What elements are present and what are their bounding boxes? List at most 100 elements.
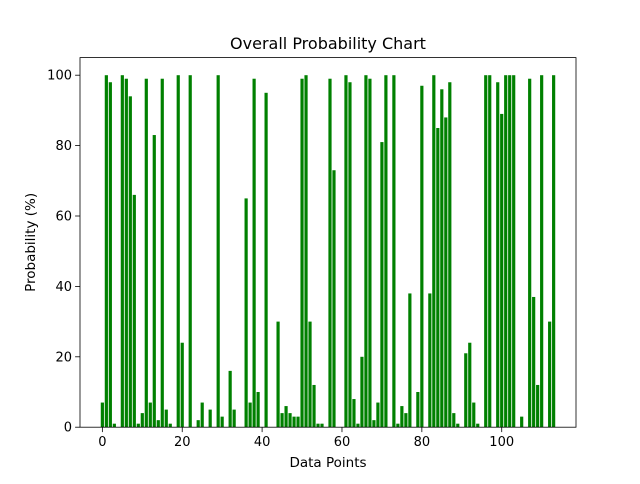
bar-86: [444, 117, 448, 428]
bar-46: [284, 406, 288, 428]
x-axis-ticks: 0 20 40 60 80 100: [98, 427, 514, 450]
bar-49: [296, 416, 300, 428]
bar-93: [472, 402, 476, 428]
bar-79: [416, 392, 420, 428]
bar-51: [304, 75, 308, 428]
x-tick-label-100: 100: [489, 435, 514, 450]
bar-36: [244, 198, 248, 428]
bar-77: [408, 293, 412, 428]
bar-63: [352, 399, 356, 428]
bar-16: [164, 409, 168, 428]
bar-39: [256, 392, 260, 428]
bar-20: [180, 342, 184, 428]
bar-80: [420, 85, 424, 428]
bars-layer: [100, 75, 556, 428]
bar-100: [500, 113, 504, 428]
bar-24: [196, 420, 200, 428]
bar-83: [432, 75, 436, 428]
bar-54: [316, 423, 320, 428]
bar-3: [112, 423, 116, 428]
bar-13: [152, 135, 156, 428]
bar-38: [252, 78, 256, 428]
bar-88: [452, 413, 456, 428]
chart-title: Overall Probability Chart: [230, 34, 426, 53]
bar-22: [188, 75, 192, 428]
bar-62: [348, 82, 352, 428]
bar-11: [144, 78, 148, 428]
bar-64: [356, 423, 360, 428]
bar-66: [364, 75, 368, 428]
x-axis-label: Data Points: [289, 455, 366, 471]
bar-14: [156, 420, 160, 428]
bar-113: [552, 75, 556, 428]
bar-7: [128, 96, 132, 428]
bar-101: [504, 75, 508, 428]
bar-84: [436, 128, 440, 428]
bar-5: [120, 75, 124, 428]
bar-41: [264, 92, 268, 428]
bar-53: [312, 384, 316, 428]
bar-29: [216, 75, 220, 428]
bar-103: [512, 75, 516, 428]
bar-30: [220, 416, 224, 428]
bar-8: [132, 194, 136, 428]
y-tick-label-100: 100: [47, 69, 72, 84]
bar-75: [400, 406, 404, 428]
bar-71: [384, 75, 388, 428]
bar-32: [228, 370, 232, 428]
x-tick-label-60: 60: [334, 435, 351, 450]
x-tick-label-20: 20: [174, 435, 191, 450]
bar-9: [136, 423, 140, 428]
bar-45: [280, 413, 284, 428]
bar-19: [176, 75, 180, 428]
bar-50: [300, 78, 304, 428]
bar-110: [540, 75, 544, 428]
bar-91: [464, 353, 468, 428]
bar-67: [368, 78, 372, 428]
y-axis-ticks: 0 20 40 60 80 100: [47, 69, 80, 436]
bar-105: [520, 416, 524, 428]
bar-108: [532, 296, 536, 428]
bar-68: [372, 420, 376, 428]
bar-44: [276, 321, 280, 428]
bar-55: [320, 423, 324, 428]
bar-109: [536, 384, 540, 428]
bar-1: [104, 75, 108, 428]
bar-12: [148, 402, 152, 428]
bar-48: [292, 416, 296, 428]
bar-0: [100, 402, 104, 428]
bar-33: [232, 409, 236, 428]
bar-89: [456, 423, 460, 428]
bar-70: [380, 142, 384, 428]
bar-99: [496, 82, 500, 428]
bar-25: [200, 402, 204, 428]
axes-frame: [79, 57, 577, 428]
bar-37: [248, 402, 252, 428]
bar-52: [308, 321, 312, 428]
y-tick-label-80: 80: [55, 139, 72, 154]
bar-102: [508, 75, 512, 428]
bar-92: [468, 342, 472, 428]
bar-85: [440, 89, 444, 428]
x-tick-label-80: 80: [414, 435, 431, 450]
bar-61: [344, 75, 348, 428]
y-tick-label-60: 60: [55, 210, 72, 225]
bar-97: [488, 75, 492, 428]
bar-10: [140, 413, 144, 428]
bar-82: [428, 293, 432, 428]
bar-27: [208, 409, 212, 428]
bar-96: [484, 75, 488, 428]
y-tick-label-20: 20: [55, 350, 72, 365]
bar-47: [288, 413, 292, 428]
bar-87: [448, 82, 452, 428]
bar-65: [360, 356, 364, 428]
bar-17: [168, 423, 172, 428]
bar-2: [108, 82, 112, 428]
bar-69: [376, 402, 380, 428]
bar-73: [392, 75, 396, 428]
y-tick-label-0: 0: [64, 421, 72, 436]
bar-6: [124, 78, 128, 428]
